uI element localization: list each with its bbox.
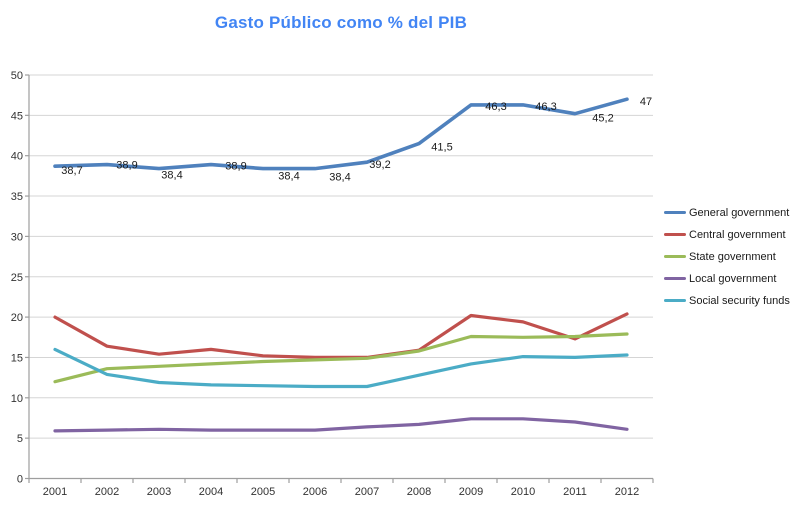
- series-line-social-security-funds: [53, 347, 629, 389]
- y-axis-label-50: 50: [11, 70, 23, 82]
- y-axis-label-15: 15: [11, 352, 23, 364]
- x-axis-label-2005: 2005: [251, 486, 275, 498]
- data-label-general-government-2010: 46,3: [535, 101, 556, 113]
- legend-label-social-security-funds: Social security funds: [689, 294, 790, 307]
- x-axis-label-2008: 2008: [407, 486, 431, 498]
- data-label-general-government-2001: 38,7: [61, 165, 82, 177]
- x-axis-label-2012: 2012: [615, 486, 639, 498]
- x-axis-label-2011: 2011: [563, 486, 587, 498]
- legend-label-central-government: Central government: [689, 228, 786, 241]
- data-label-general-government-2002: 38,9: [116, 160, 137, 172]
- chart-title: Gasto Público como % del PIB: [214, 13, 468, 32]
- series-line-local-government: [53, 417, 629, 433]
- legend-swatch-central-government: [664, 233, 686, 236]
- x-axis-label-2007: 2007: [355, 486, 379, 498]
- data-label-general-government-2008: 41,5: [431, 142, 452, 154]
- legend-swatch-social-security-funds: [664, 299, 686, 302]
- legend-item-social-security-funds: Social security funds: [664, 294, 790, 307]
- x-axis-label-2006: 2006: [303, 486, 327, 498]
- legend-swatch-general-government: [664, 211, 686, 214]
- legend-swatch-local-government: [664, 277, 686, 280]
- data-label-general-government-2007: 39,2: [369, 159, 390, 171]
- data-label-general-government-2009: 46,3: [485, 101, 506, 113]
- y-axis-label-0: 0: [17, 474, 23, 486]
- series-line-central-government: [53, 312, 629, 359]
- legend-swatch-state-government: [664, 255, 686, 258]
- x-axis-label-2001: 2001: [43, 486, 67, 498]
- y-axis-label-40: 40: [11, 151, 23, 163]
- y-axis-label-35: 35: [11, 191, 23, 203]
- data-label-general-government-2005: 38,4: [278, 171, 299, 183]
- data-label-general-government-2006: 38,4: [329, 172, 350, 184]
- x-axis-label-2010: 2010: [511, 486, 535, 498]
- legend: General government Central government Stat…: [664, 206, 790, 316]
- y-axis-label-30: 30: [11, 231, 23, 243]
- y-axis-label-20: 20: [11, 312, 23, 324]
- legend-item-local-government: Local government: [664, 272, 790, 285]
- y-axis-label-45: 45: [11, 110, 23, 122]
- data-label-general-government-2011: 45,2: [592, 113, 613, 125]
- series-line-general-government: [53, 97, 629, 171]
- data-label-general-government-2004: 38,9: [225, 161, 246, 173]
- data-label-general-government-2003: 38,4: [161, 170, 182, 182]
- legend-label-state-government: State government: [689, 250, 776, 263]
- y-axis-label-25: 25: [11, 272, 23, 284]
- data-label-general-government-2012: 47: [640, 96, 652, 108]
- x-axis-label-2003: 2003: [147, 486, 171, 498]
- legend-item-general-government: General government: [664, 206, 790, 219]
- x-axis-label-2002: 2002: [95, 486, 119, 498]
- x-axis-label-2004: 2004: [199, 486, 223, 498]
- legend-item-central-government: Central government: [664, 228, 790, 241]
- y-axis-label-10: 10: [11, 393, 23, 405]
- legend-label-general-government: General government: [689, 206, 790, 219]
- legend-label-local-government: Local government: [689, 272, 777, 285]
- series-line-state-government: [53, 332, 629, 384]
- y-axis-label-5: 5: [17, 433, 23, 445]
- legend-item-state-government: State government: [664, 250, 790, 263]
- x-axis-label-2009: 2009: [459, 486, 483, 498]
